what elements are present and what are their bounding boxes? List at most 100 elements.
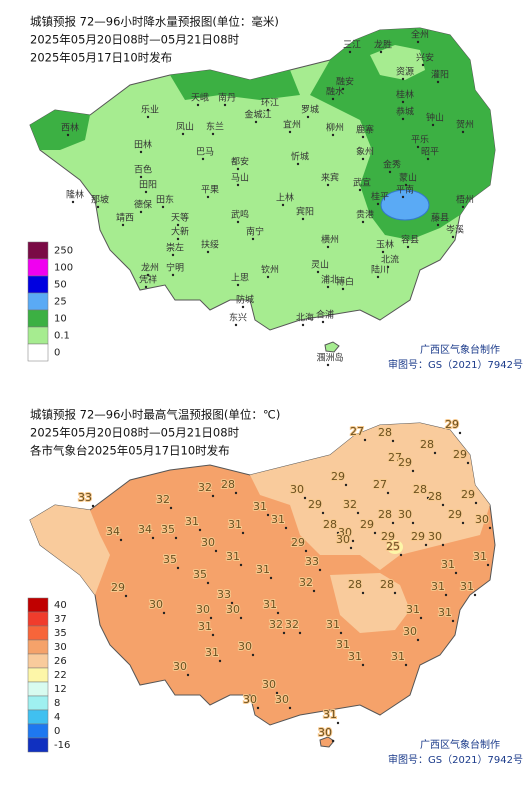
temperature-label: 29: [111, 581, 125, 594]
legend-label: 4: [54, 712, 60, 723]
city-dot: [394, 543, 398, 547]
rain-area: [380, 189, 430, 221]
place-label: 东兰: [206, 121, 224, 133]
city-dot: [241, 305, 245, 309]
city-dot: [162, 611, 166, 615]
temperature-label: 29: [291, 536, 305, 549]
legend-swatch: [27, 653, 49, 669]
legend-label: 8: [54, 698, 60, 709]
place-label: 东兴: [229, 312, 247, 324]
city-dot: [401, 117, 405, 121]
city-dot: [474, 501, 478, 505]
map-title: 城镇预报 72—96小时降水量预报图(单位：毫米): [30, 15, 279, 29]
city-dot: [124, 594, 128, 598]
city-dot: [336, 531, 340, 535]
place-label: 天峨: [191, 92, 209, 104]
city-dot: [169, 506, 173, 510]
city-dot: [214, 549, 218, 553]
city-dot: [321, 320, 325, 324]
temperature-label: 31: [263, 598, 277, 611]
city-dot: [339, 631, 343, 635]
place-label: 灵山: [311, 260, 329, 271]
city-dot: [304, 549, 308, 553]
place-label: 贵港: [356, 209, 374, 221]
temperature-label: 31: [406, 603, 420, 616]
city-dot: [326, 285, 330, 289]
city-dot: [66, 133, 70, 137]
place-label: 桂林: [396, 89, 414, 101]
city-dot: [404, 183, 408, 187]
city-dot: [321, 511, 325, 515]
city-dot: [451, 619, 455, 623]
city-dot: [461, 521, 465, 525]
place-label: 横州: [321, 234, 339, 246]
place-label: 象州: [356, 146, 374, 158]
rain-panel: 城镇预报 72—96小时降水量预报图(单位：毫米) 2025年05月20日08时…: [27, 15, 523, 371]
city-dot: [186, 673, 190, 677]
temperature-label: 29: [461, 488, 475, 501]
temperature-label: 27: [388, 451, 402, 464]
city-dot: [361, 135, 365, 139]
legend-label: 10: [54, 314, 67, 325]
legend-label: 26: [54, 656, 67, 667]
city-dot: [269, 576, 273, 580]
temperature-label: 31: [431, 580, 445, 593]
temperature-label: 28: [221, 478, 235, 491]
map-period: 2025年05月20日08时—05月21日08时: [30, 426, 240, 440]
temperature-label: 30: [428, 530, 442, 543]
city-dot: [426, 157, 430, 161]
temperature-label: 30: [318, 726, 332, 739]
legend-label: 40: [54, 600, 67, 611]
city-dot: [466, 461, 470, 465]
place-label: 德保: [134, 199, 152, 211]
city-dot: [276, 611, 280, 615]
legend-swatch: [27, 709, 49, 725]
credit: 广西区气象台制作: [420, 738, 500, 751]
temperature-panel: 城镇预报 72—96小时最高气温预报图(单位：℃) 2025年05月20日08时…: [27, 408, 523, 766]
city-dot: [326, 183, 330, 187]
temperature-label: 31: [326, 618, 340, 631]
rain-area: [370, 45, 425, 80]
place-label: 隆林: [66, 189, 84, 201]
temperature-label: 31: [256, 563, 270, 576]
city-dot: [421, 63, 425, 67]
legend-label: 50: [54, 280, 67, 291]
city-dot: [326, 363, 330, 367]
temperature-label: 28: [348, 578, 362, 591]
place-label: 融水: [326, 86, 344, 98]
city-dot: [288, 130, 292, 134]
city-dot: [176, 566, 180, 570]
place-label: 上思: [231, 273, 249, 284]
place-label: 忻城: [291, 151, 309, 163]
city-dot: [251, 653, 255, 657]
place-label: 资源: [396, 67, 414, 78]
temperature-label: 29: [360, 518, 374, 531]
place-label: 防城: [236, 294, 254, 306]
legend-swatch: [27, 723, 49, 739]
city-dot: [401, 100, 405, 104]
rain-area: [170, 70, 300, 100]
city-dot: [144, 285, 148, 289]
temperature-label: 28: [380, 578, 394, 591]
city-dot: [206, 581, 210, 585]
place-label: 崇左: [166, 242, 184, 254]
place-label: 龙州: [141, 262, 159, 274]
place-label: 天等: [171, 212, 189, 224]
place-label: 平果: [201, 185, 219, 196]
city-dot: [404, 663, 408, 667]
city-dot: [381, 250, 385, 254]
legend-swatch: [27, 258, 49, 277]
city-dot: [318, 568, 322, 572]
temperature-label: 34: [138, 523, 152, 536]
map-title: 城镇预报 72—96小时最高气温预报图(单位：℃): [30, 408, 280, 422]
place-label: 巴马: [196, 147, 214, 158]
temperature-label: 28: [420, 438, 434, 451]
place-label: 昭平: [421, 147, 439, 158]
city-dot: [206, 195, 210, 199]
city-dot: [174, 536, 178, 540]
legend-label: 25: [54, 297, 67, 308]
temperature-label: 32: [269, 618, 283, 631]
city-dot: [239, 616, 243, 620]
temperature-label: 31: [226, 550, 240, 563]
place-label: 武鸣: [231, 209, 249, 221]
